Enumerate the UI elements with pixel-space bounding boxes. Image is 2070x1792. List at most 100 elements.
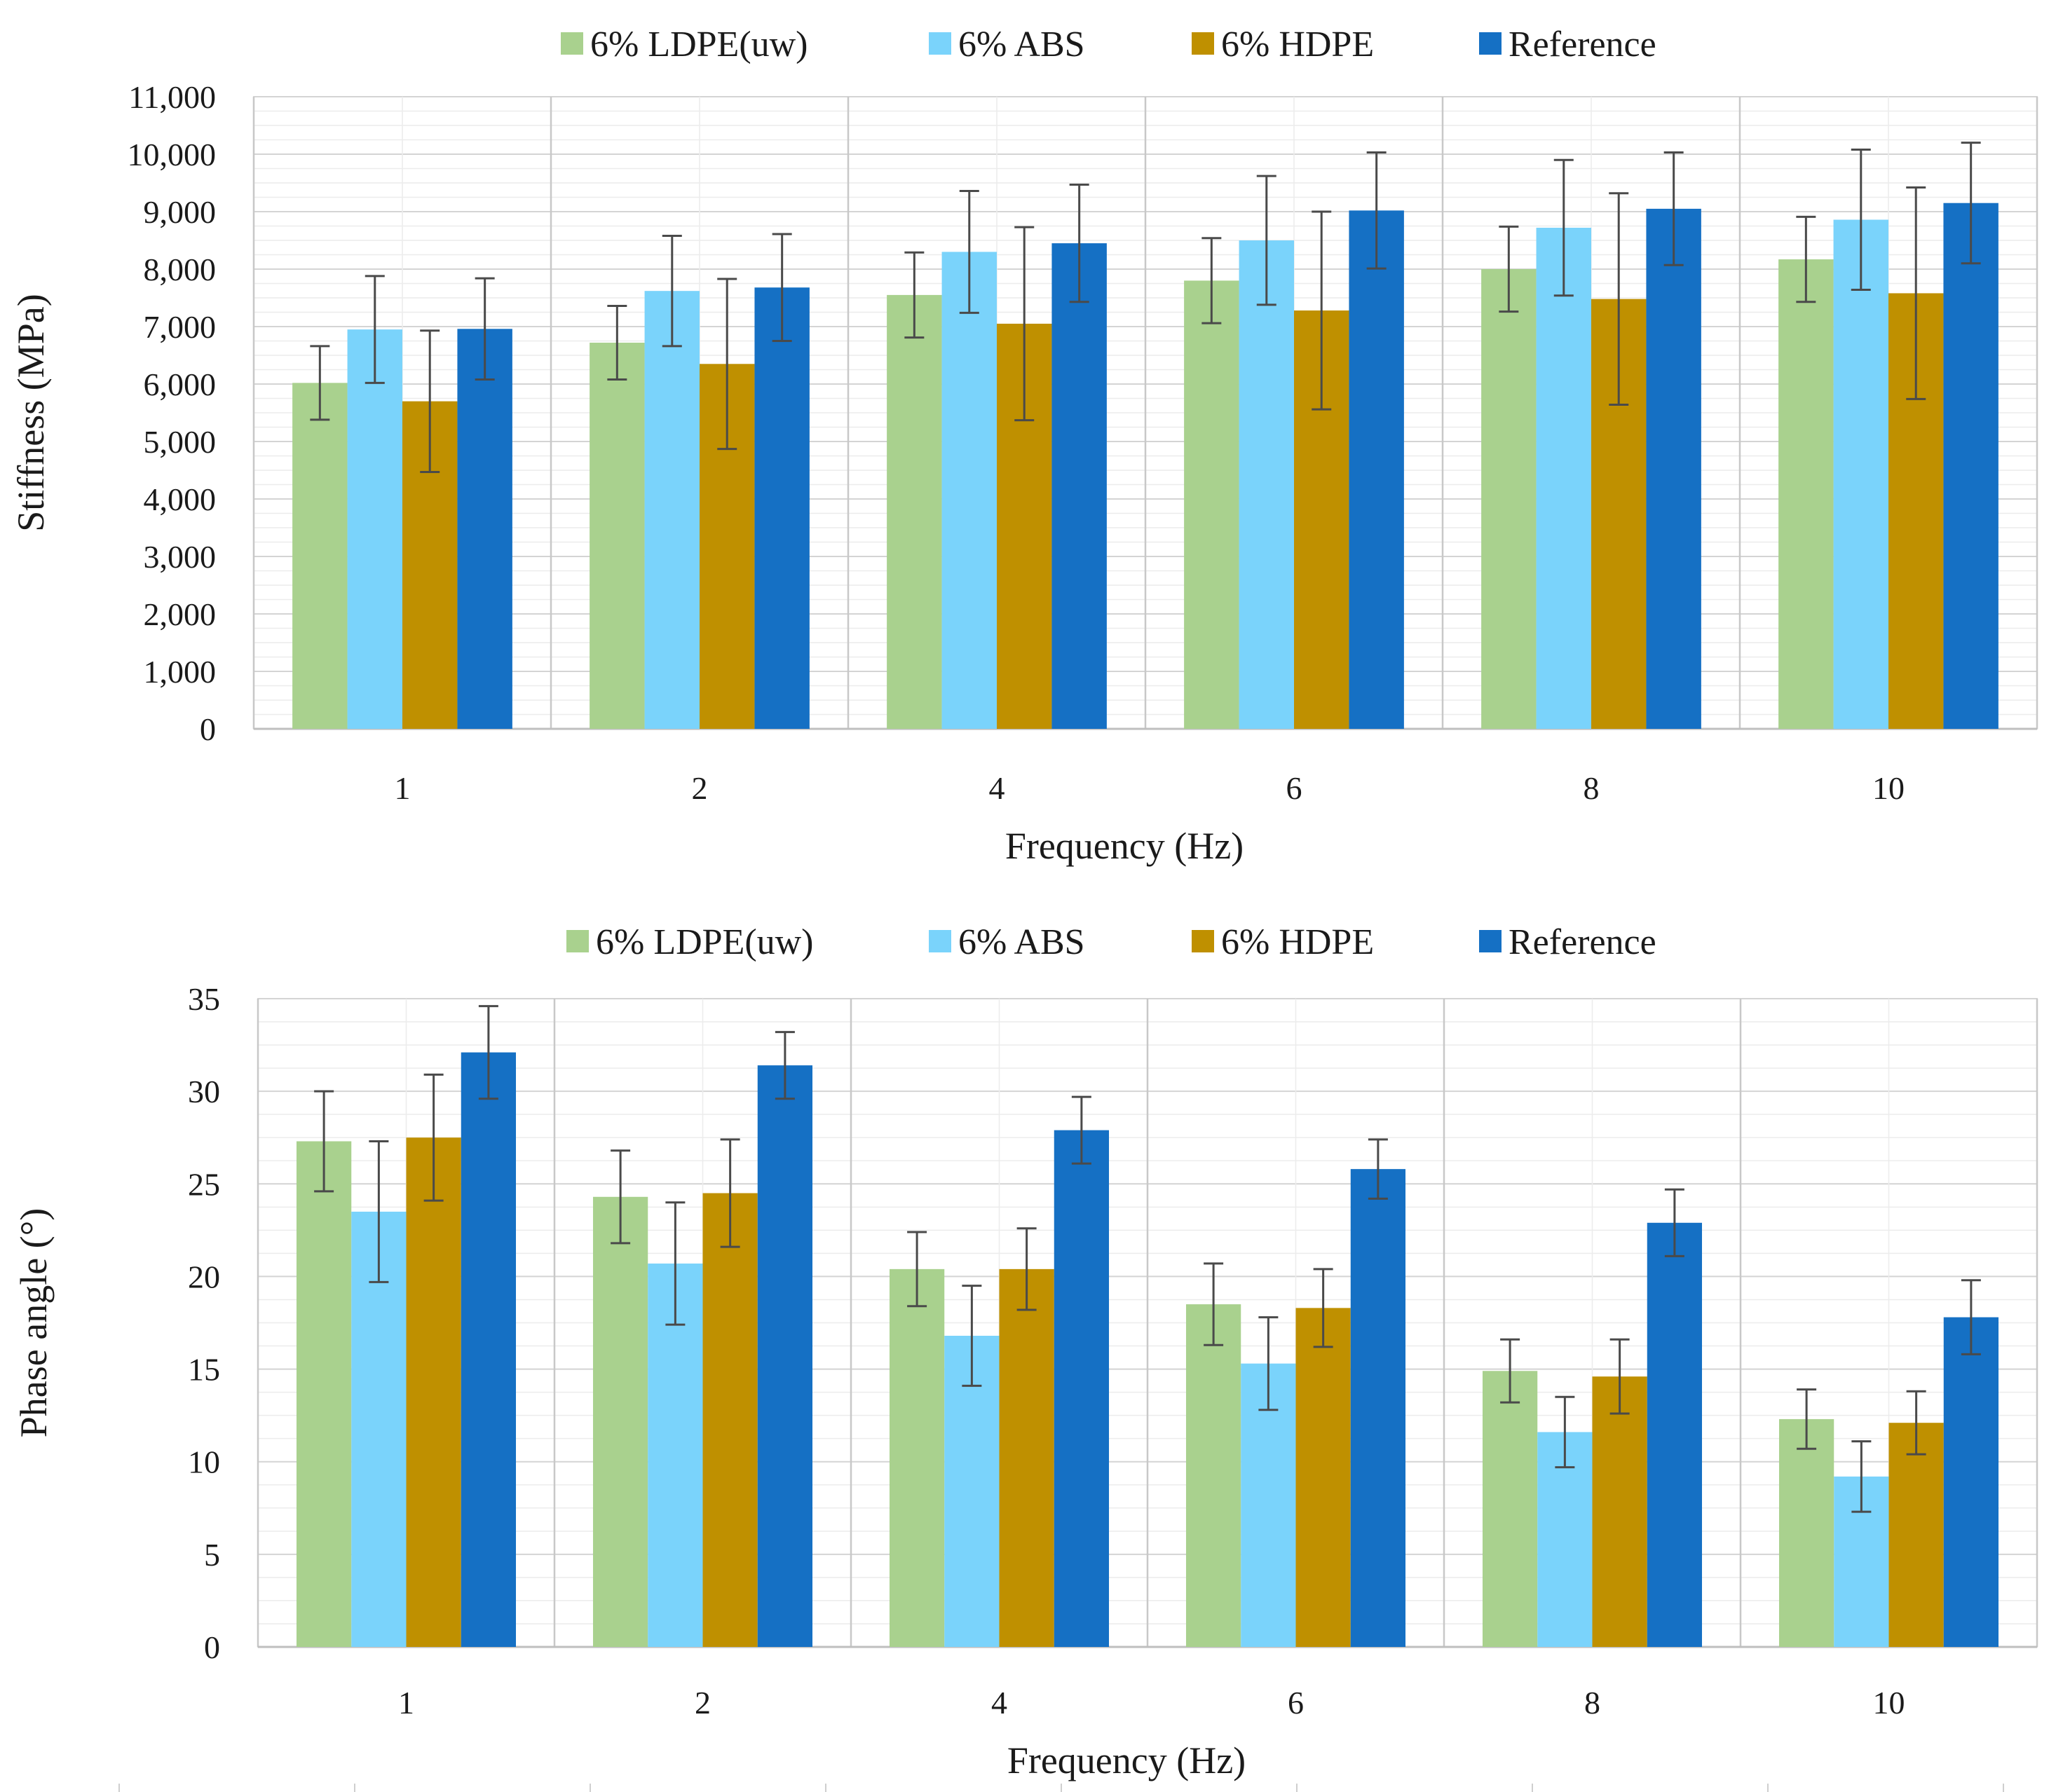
error-bar <box>904 251 925 339</box>
legend-item-reference: Reference <box>1479 25 1656 64</box>
y-tick-label: 35 <box>188 981 220 1017</box>
x-tick-label: 4 <box>991 1685 1007 1721</box>
error-bar <box>1609 1338 1630 1415</box>
bar-reference-6 <box>1349 210 1404 729</box>
error-bar <box>1796 215 1816 303</box>
error-bar <box>478 1005 498 1100</box>
y-tick-label: 8,000 <box>144 252 217 287</box>
series-6-abs <box>351 1140 1889 1647</box>
bar-6-abs-1 <box>347 329 402 730</box>
bar-reference-1 <box>461 1052 517 1647</box>
error-bar <box>1553 158 1574 297</box>
legend-item-6-ldpe-uw: 6% LDPE(uw) <box>561 25 808 64</box>
x-axis-title: Frequency (Hz) <box>1007 1739 1246 1781</box>
legend-item-6-ldpe-uw: 6% LDPE(uw) <box>566 922 814 962</box>
x-tick-label: 8 <box>1584 770 1600 806</box>
legend-swatch <box>566 930 589 952</box>
bar-reference-1 <box>457 329 512 729</box>
legend-swatch <box>1479 930 1502 952</box>
gridlines <box>252 96 2038 729</box>
y-tick-label: 30 <box>188 1074 220 1109</box>
error-bar <box>1500 1338 1520 1404</box>
series-6-hdpe <box>402 186 1944 729</box>
y-tick-label: 1,000 <box>144 654 217 690</box>
bar-6-abs-8 <box>1536 227 1591 730</box>
bar-reference-8 <box>1647 1222 1703 1647</box>
y-tick-label: 10,000 <box>128 137 217 172</box>
error-bar <box>665 1201 686 1326</box>
legend-swatch <box>1192 930 1214 952</box>
legend-label: 6% LDPE(uw) <box>590 25 808 64</box>
y-tick-label: 3,000 <box>144 539 217 575</box>
y-tick-label: 0 <box>200 711 216 747</box>
series-6-ldpe-uw <box>292 215 1834 730</box>
bar-6-ldpe-uw-2 <box>590 342 645 730</box>
bar-6-hdpe-1 <box>406 1137 461 1647</box>
legend-label: 6% HDPE <box>1221 922 1374 962</box>
error-bar <box>1014 226 1035 422</box>
error-bar <box>1258 1316 1279 1411</box>
error-bar <box>1663 151 1684 266</box>
error-bar <box>1851 148 1871 292</box>
legend-item-6-hdpe: 6% HDPE <box>1192 25 1374 64</box>
error-bar <box>717 278 737 451</box>
legend-label: 6% ABS <box>958 25 1085 64</box>
error-bar <box>1797 1388 1817 1450</box>
error-bar <box>1555 1395 1575 1469</box>
bar-6-ldpe-uw-4 <box>887 294 942 729</box>
bar-6-ldpe-uw-10 <box>1778 259 1834 729</box>
error-bar <box>314 1090 334 1193</box>
bar-6-hdpe-6 <box>1295 1308 1351 1647</box>
error-bar <box>1906 1390 1926 1456</box>
y-tick-label: 15 <box>188 1352 220 1388</box>
error-bar <box>1961 1279 1981 1355</box>
bar-6-hdpe-4 <box>999 1268 1054 1647</box>
error-bar <box>907 1231 927 1308</box>
legend-item-reference: Reference <box>1479 922 1656 962</box>
phase-angle-chart: 0 5 10 15 20 25 30 35 1 2 4 6 8 10 Frequency (Hz) Phase… <box>13 922 2038 1781</box>
x-tick-label: 8 <box>1584 1685 1600 1721</box>
error-bar <box>959 189 979 314</box>
error-bar <box>310 345 330 421</box>
y-tick-label: 7,000 <box>144 309 217 345</box>
x-tick-label: 2 <box>692 770 708 806</box>
bar-reference-10 <box>1943 1317 1999 1647</box>
y-axis-title: Stiffness (MPa) <box>10 294 52 532</box>
error-bar <box>423 1073 444 1202</box>
bar-6-hdpe-8 <box>1592 1376 1647 1647</box>
bar-6-hdpe-2 <box>702 1193 758 1647</box>
error-bar <box>1961 142 1981 265</box>
bar-6-abs-4 <box>944 1336 1000 1647</box>
bar-6-ldpe-uw-8 <box>1482 1371 1538 1647</box>
legend-swatch <box>1192 32 1214 55</box>
legend-item-6-abs: 6% ABS <box>929 922 1085 962</box>
legend-swatch <box>1479 32 1502 55</box>
bar-6-abs-2 <box>644 291 700 729</box>
error-bar <box>662 234 682 348</box>
x-tick-labels: 1 2 4 6 8 10 <box>398 1685 1905 1721</box>
error-bar <box>475 277 495 381</box>
bar-6-ldpe-uw-4 <box>889 1268 945 1647</box>
x-tick-label: 1 <box>395 770 411 806</box>
legend-swatch <box>929 930 951 952</box>
legend: 6% LDPE(uw) 6% ABS 6% HDPE Reference <box>561 25 1656 64</box>
y-tick-label: 6,000 <box>144 367 217 402</box>
x-tick-label: 2 <box>695 1685 711 1721</box>
bar-6-abs-6 <box>1239 240 1294 729</box>
bar-6-ldpe-uw-8 <box>1481 269 1537 729</box>
bar-reference-6 <box>1350 1169 1406 1647</box>
error-bar <box>420 329 440 473</box>
x-tick-label: 10 <box>1872 770 1905 806</box>
legend-label: 6% LDPE(uw) <box>596 922 814 962</box>
bar-6-ldpe-uw-10 <box>1778 1418 1834 1647</box>
bar-reference-8 <box>1646 208 1701 729</box>
y-tick-labels: 0 5 10 15 20 25 30 35 <box>188 981 220 1665</box>
legend-label: Reference <box>1509 922 1656 962</box>
bar-6-abs-2 <box>648 1263 703 1647</box>
error-bar <box>369 1140 389 1283</box>
series-6-hdpe <box>406 1073 1944 1647</box>
error-bar <box>1071 1095 1091 1165</box>
gridlines <box>257 998 2038 1647</box>
series-reference <box>461 1005 1999 1647</box>
